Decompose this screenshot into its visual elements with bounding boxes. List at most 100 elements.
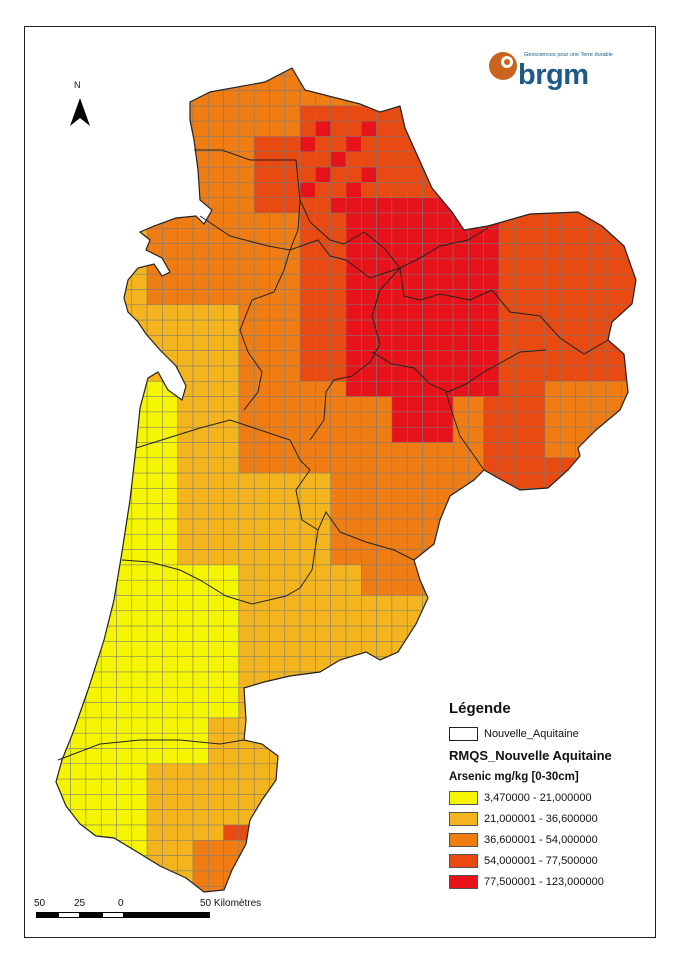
grid-cell: [590, 564, 607, 581]
grid-cell: [452, 335, 469, 351]
grid-cell: [100, 411, 117, 428]
grid-cell: [40, 687, 55, 702]
grid-cell: [422, 579, 439, 596]
grid-cell: [637, 412, 652, 427]
grid-cell: [637, 580, 652, 595]
grid-cell: [544, 518, 561, 535]
grid-cell: [315, 289, 331, 306]
grid-cell: [391, 212, 408, 229]
grid-cell: [238, 182, 255, 198]
grid-cell: [391, 595, 408, 612]
grid-cell: [116, 809, 133, 826]
grid-cell: [269, 166, 286, 183]
grid-cell: [238, 273, 255, 290]
grid-cell: [575, 258, 592, 275]
grid-cell: [422, 411, 439, 428]
grid-cell: [590, 610, 607, 627]
grid-cell: [529, 656, 546, 673]
grid-cell: [208, 365, 224, 382]
grid-cell: [146, 182, 163, 198]
grid-cell: [637, 565, 652, 580]
grid-cell: [529, 212, 546, 229]
grid-cell: [559, 534, 576, 550]
grid-cell: [223, 763, 240, 780]
grid-cell: [590, 381, 607, 397]
grid-cell: [530, 902, 545, 917]
grid-cell: [544, 472, 561, 489]
grid-cell: [116, 426, 133, 443]
boundary-layer-label: Nouvelle_Aquitaine: [484, 727, 579, 740]
grid-cell: [56, 595, 71, 612]
grid-cell: [483, 105, 500, 122]
grid-cell: [391, 732, 408, 749]
grid-cell: [299, 625, 316, 642]
grid-cell: [284, 641, 301, 657]
grid-cell: [116, 824, 133, 841]
grid-cell: [162, 396, 178, 413]
grid-cell: [590, 671, 607, 688]
grid-cell: [315, 902, 330, 917]
grid-cell: [85, 763, 102, 780]
grid-cell: [85, 595, 102, 612]
grid-cell: [162, 426, 178, 443]
grid-cell: [637, 274, 652, 289]
grid-cell: [545, 902, 560, 917]
grid-cell: [131, 289, 148, 306]
grid-cell: [56, 68, 71, 76]
grid-cell: [422, 68, 439, 76]
grid-cell: [514, 549, 530, 566]
grid-cell: [116, 794, 133, 810]
grid-cell: [315, 702, 331, 719]
grid-cell: [361, 748, 377, 765]
grid-cell: [345, 855, 362, 872]
grid-cell: [40, 749, 55, 764]
grid-cell: [100, 778, 117, 795]
grid-cell: [85, 350, 102, 367]
grid-cell: [391, 702, 408, 719]
grid-cell: [238, 212, 255, 229]
grid-cell: [40, 825, 55, 840]
grid-cell: [116, 855, 133, 872]
grid-cell: [162, 457, 178, 474]
grid-cell: [223, 488, 240, 504]
grid-cell: [253, 90, 270, 107]
grid-cell: [422, 564, 439, 581]
grid-cell: [483, 258, 500, 275]
grid-cell: [330, 885, 347, 892]
grid-cell: [315, 319, 331, 336]
grid-cell: [452, 457, 469, 474]
grid-cell: [284, 625, 301, 642]
grid-cell: [637, 335, 652, 350]
grid-cell: [253, 732, 270, 749]
grid-cell: [544, 105, 561, 122]
grid-cell: [376, 212, 393, 229]
grid-cell: [40, 657, 55, 672]
grid-cell: [116, 595, 133, 612]
grid-cell: [468, 488, 484, 504]
grid-cell: [56, 564, 71, 581]
grid-cell: [131, 273, 148, 290]
grid-cell: [40, 167, 55, 182]
grid-cell: [529, 228, 546, 244]
department-boundaries: [57, 149, 609, 761]
grid-cell: [529, 273, 546, 290]
grid-cell: [146, 488, 163, 504]
grid-cell: [116, 68, 133, 76]
grid-cell: [253, 68, 270, 76]
grid-cell: [498, 151, 515, 168]
grid-cell: [299, 381, 316, 397]
grid-cell: [559, 641, 576, 657]
grid-cell: [621, 90, 636, 107]
grid-cell: [544, 120, 561, 137]
grid-cell: [131, 350, 148, 367]
grid-cell: [575, 90, 592, 107]
grid-cell: [162, 166, 178, 183]
grid-cell: [376, 396, 393, 413]
grid-cell: [177, 350, 194, 367]
grid-cell: [376, 885, 393, 892]
grid-cell: [116, 381, 133, 397]
legend-panel: Légende Nouvelle_Aquitaine RMQS_Nouvelle…: [449, 700, 649, 892]
grid-cell: [422, 228, 439, 244]
grid-cell: [559, 396, 576, 413]
